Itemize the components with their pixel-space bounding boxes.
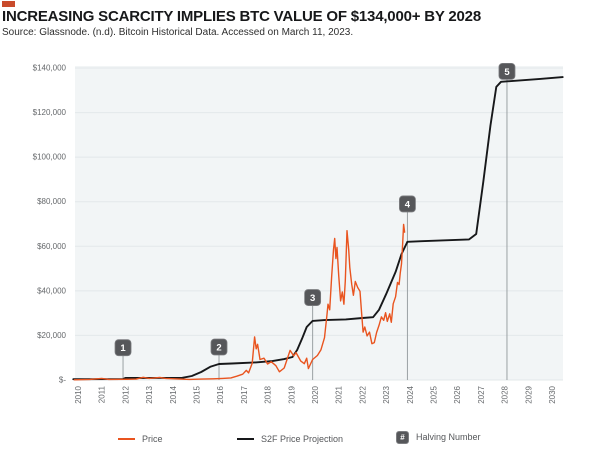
x-axis-tick-label: 2018 <box>264 385 273 403</box>
x-axis-tick-label: 2023 <box>382 385 391 403</box>
s2f-projection-line <box>72 76 564 381</box>
x-axis-tick-label: 2014 <box>169 385 178 403</box>
halving-badge-3 <box>304 289 322 306</box>
brand-mark <box>2 1 15 7</box>
y-axis-tick-label: $120,000 <box>33 108 67 117</box>
x-axis-tick-label: 2025 <box>430 385 439 403</box>
halving-badge-2 <box>210 338 228 356</box>
legend-item-halving: # Halving Number <box>396 429 481 445</box>
y-axis-tick-label: $- <box>59 376 66 385</box>
y-axis-tick-label: $100,000 <box>33 153 67 162</box>
legend-item-price: Price <box>118 431 163 447</box>
price-line-icon <box>118 438 135 440</box>
legend-s2f-label: S2F Price Projection <box>261 434 344 444</box>
page-title: INCREASING SCARCITY IMPLIES BTC VALUE OF… <box>2 8 481 25</box>
x-axis-tick-label: 2013 <box>145 385 154 403</box>
x-axis-tick-label: 2027 <box>477 385 486 403</box>
x-axis-tick-label: 2016 <box>216 385 225 403</box>
x-axis-tick-label: 2010 <box>74 385 83 403</box>
halving-badge-number: 1 <box>120 343 126 354</box>
source-citation: Source: Glassnode. (n.d). Bitcoin Histor… <box>2 27 354 38</box>
s2f-line-icon <box>237 438 254 440</box>
halving-badge-number: 5 <box>504 67 510 78</box>
x-axis-tick-label: 2011 <box>98 385 107 403</box>
halving-badge-number: 3 <box>310 293 315 304</box>
legend-item-s2f: S2F Price Projection <box>237 431 343 447</box>
y-axis-tick-label: $140,000 <box>33 64 67 73</box>
x-axis-tick-label: 2029 <box>524 385 533 403</box>
x-axis-tick-label: 2012 <box>121 385 130 403</box>
y-axis-tick-label: $40,000 <box>37 286 66 295</box>
x-axis-tick-label: 2019 <box>287 385 296 403</box>
x-axis-tick-label: 2017 <box>240 385 249 403</box>
chart-legend: Price S2F Price Projection # Halving Num… <box>0 429 600 451</box>
y-axis-tick-label: $20,000 <box>37 331 66 340</box>
halving-badge-number: 2 <box>216 343 221 354</box>
btc-s2f-chart: $- $20,000 $40,000 $60,000 $80,000 $100,000 $1… <box>33 62 564 404</box>
y-axis-tick-label: $60,000 <box>37 242 66 251</box>
price-series-line <box>73 223 406 381</box>
x-axis-tick-label: 2015 <box>193 385 202 403</box>
x-axis-tick-label: 2024 <box>406 385 415 403</box>
x-axis-tick-label: 2028 <box>501 385 510 403</box>
y-axis-tick-label: $80,000 <box>37 197 66 206</box>
x-axis-tick-label: 2021 <box>335 385 344 403</box>
halving-badge-5 <box>498 62 516 80</box>
halving-badge-number: 4 <box>405 199 411 210</box>
halving-badge-4 <box>399 195 416 213</box>
halving-number-icon: # <box>396 430 409 444</box>
x-axis-tick-label: 2020 <box>311 385 320 403</box>
x-axis-tick-label: 2022 <box>358 385 367 403</box>
legend-price-label: Price <box>142 434 163 444</box>
plot-area <box>75 66 563 380</box>
halving-badge-1 <box>114 339 132 357</box>
x-axis-tick-label: 2030 <box>548 385 557 403</box>
legend-halving-label: Halving Number <box>416 432 481 442</box>
x-axis-tick-label: 2026 <box>453 385 462 403</box>
